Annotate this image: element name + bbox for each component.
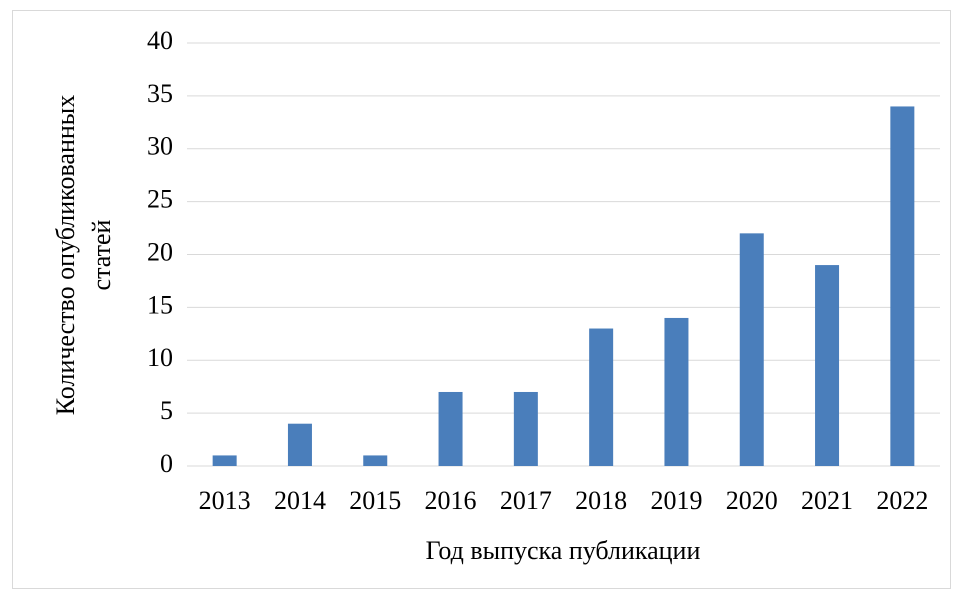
bar xyxy=(664,317,689,466)
y-tick-label: 10 xyxy=(147,343,173,372)
y-axis-label: Количество опубликованных статей xyxy=(51,95,116,415)
bar xyxy=(815,265,840,466)
x-tick-label: 2017 xyxy=(500,486,552,515)
bar xyxy=(212,455,237,466)
y-tick-label: 15 xyxy=(147,290,173,319)
x-tick-label: 2014 xyxy=(274,486,326,515)
bar xyxy=(589,328,614,466)
bar xyxy=(363,455,388,466)
bar xyxy=(513,391,538,466)
x-tick-label: 2015 xyxy=(349,486,401,515)
bar xyxy=(739,233,764,466)
x-tick-label: 2021 xyxy=(801,486,853,515)
y-tick-label: 30 xyxy=(147,132,173,161)
x-tick-label: 2018 xyxy=(575,486,627,515)
x-tick-label: 2019 xyxy=(650,486,702,515)
y-axis-label-line: статей xyxy=(87,219,116,290)
bar xyxy=(890,106,915,466)
bar xyxy=(438,391,463,466)
x-tick-label: 2016 xyxy=(425,486,477,515)
x-tick-label: 2020 xyxy=(726,486,778,515)
x-tick-label: 2022 xyxy=(876,486,928,515)
chart-frame xyxy=(12,10,951,589)
x-tick-label: 2013 xyxy=(199,486,251,515)
y-tick-label: 40 xyxy=(147,26,173,55)
y-tick-label: 20 xyxy=(147,237,173,266)
y-axis-label-line: Количество опубликованных xyxy=(51,95,80,415)
y-tick-label: 35 xyxy=(147,79,173,108)
bar xyxy=(287,423,312,466)
y-tick-label: 25 xyxy=(147,185,173,214)
y-tick-label: 5 xyxy=(160,396,173,425)
x-axis-label: Год выпуска публикации xyxy=(426,536,701,565)
y-tick-label: 0 xyxy=(160,449,173,478)
